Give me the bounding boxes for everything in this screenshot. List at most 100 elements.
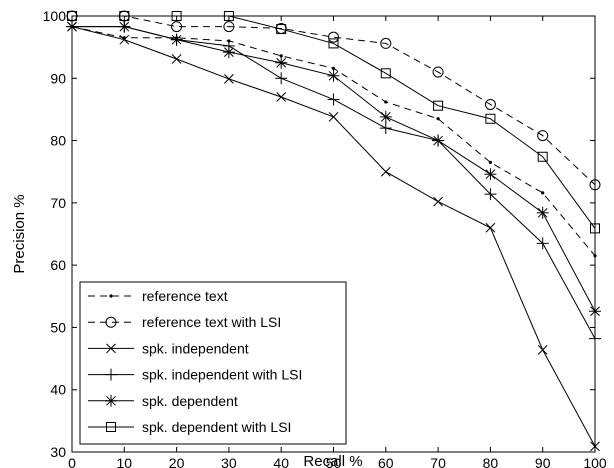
data-point: [223, 21, 235, 33]
data-point: [328, 31, 339, 43]
data-point: [279, 54, 283, 58]
data-point: [589, 179, 601, 191]
data-point: [328, 38, 339, 49]
legend-entry: reference text: [88, 288, 228, 304]
y-axis-title: Precision %: [11, 194, 28, 273]
legend-entry: spk. dependent: [88, 393, 238, 409]
legend-label: reference text with LSI: [142, 314, 281, 330]
data-point: [170, 33, 183, 46]
data-point: [328, 112, 339, 122]
y-tick-label: 90: [50, 70, 66, 86]
x-tick-label: 20: [169, 455, 185, 468]
legend-marker: [105, 316, 117, 328]
data-point: [380, 37, 392, 49]
data-point: [171, 11, 182, 21]
data-point: [537, 344, 548, 355]
data-point: [67, 11, 77, 21]
x-tick-label: 70: [430, 455, 446, 468]
legend-marker: [106, 343, 116, 354]
data-point: [484, 98, 496, 110]
series-line: [72, 15, 596, 186]
data-point: [488, 160, 492, 164]
data-point: [275, 56, 288, 69]
data-point: [536, 237, 549, 250]
x-axis-title: Recall %: [303, 453, 362, 468]
data-point: [222, 46, 235, 59]
data-point: [224, 74, 234, 84]
legend-label: spk. dependent with LSI: [142, 419, 291, 435]
legend-marker: [105, 368, 117, 381]
data-point: [171, 21, 183, 33]
x-tick-label: 80: [483, 455, 499, 468]
x-tick-label: 40: [273, 455, 289, 468]
legend-entry: spk. independent with LSI: [88, 367, 302, 383]
legend-marker: [105, 394, 117, 407]
data-point: [590, 223, 600, 234]
data-point: [536, 206, 549, 219]
series-line: [72, 15, 596, 229]
y-tick-label: 100: [43, 8, 67, 24]
data-point: [433, 100, 444, 111]
data-point: [384, 100, 388, 104]
data-point: [171, 54, 182, 64]
data-point: [66, 20, 78, 33]
data-point: [118, 20, 131, 33]
x-tick-label: 50: [326, 455, 342, 468]
data-point: [537, 130, 549, 142]
data-point: [276, 24, 287, 35]
data-point: [223, 11, 234, 21]
data-point: [593, 254, 597, 258]
legend-entry: spk. independent: [88, 340, 249, 356]
data-point: [485, 113, 496, 124]
legend-box: [79, 281, 347, 445]
axis-ticks: 0 10 20 30 40 50 60 70 80 90 100 30 40 50 60 70 80 90 100: [43, 8, 607, 468]
data-point: [589, 305, 601, 318]
legend: reference text reference text with LSI spk…: [79, 281, 347, 445]
legend-label: spk. independent: [142, 340, 249, 356]
data-point: [433, 196, 443, 207]
series-layer: [66, 10, 601, 452]
legend-marker: [106, 422, 116, 432]
data-point: [541, 191, 545, 195]
y-tick-label: 40: [50, 382, 66, 398]
legend-label: reference text: [142, 288, 228, 304]
series-5: [67, 11, 600, 234]
x-tick-label: 100: [583, 455, 607, 468]
x-tick-label: 90: [535, 455, 551, 468]
data-point: [436, 117, 440, 121]
data-point: [380, 166, 391, 177]
data-point: [590, 441, 600, 452]
y-tick-label: 60: [50, 257, 66, 273]
x-tick-label: 0: [68, 455, 76, 468]
data-point: [484, 188, 497, 201]
data-point: [331, 66, 336, 70]
data-point: [537, 151, 548, 162]
data-point: [432, 134, 445, 147]
data-point: [379, 110, 392, 123]
x-tick-label: 10: [117, 455, 133, 468]
x-tick-label: 30: [221, 455, 237, 468]
data-point: [275, 72, 288, 85]
data-point: [380, 68, 391, 79]
y-tick-label: 30: [50, 444, 66, 460]
data-point: [327, 93, 340, 106]
x-tick-label: 60: [378, 455, 394, 468]
data-point: [276, 92, 287, 102]
data-point: [327, 69, 340, 82]
y-tick-label: 50: [50, 319, 66, 335]
data-point: [432, 66, 444, 78]
y-tick-label: 80: [50, 133, 66, 149]
data-point: [485, 222, 496, 233]
legend-label: spk. dependent: [142, 393, 238, 409]
legend-label: spk. independent with LSI: [142, 367, 302, 383]
legend-marker: [109, 294, 113, 298]
data-point: [589, 332, 601, 345]
data-point: [119, 11, 130, 21]
data-point: [379, 122, 392, 135]
data-point: [119, 34, 130, 45]
legend-entry: spk. dependent with LSI: [88, 419, 291, 435]
series-4: [66, 20, 601, 318]
legend-entry: reference text with LSI: [88, 314, 281, 330]
y-tick-label: 70: [50, 195, 66, 211]
